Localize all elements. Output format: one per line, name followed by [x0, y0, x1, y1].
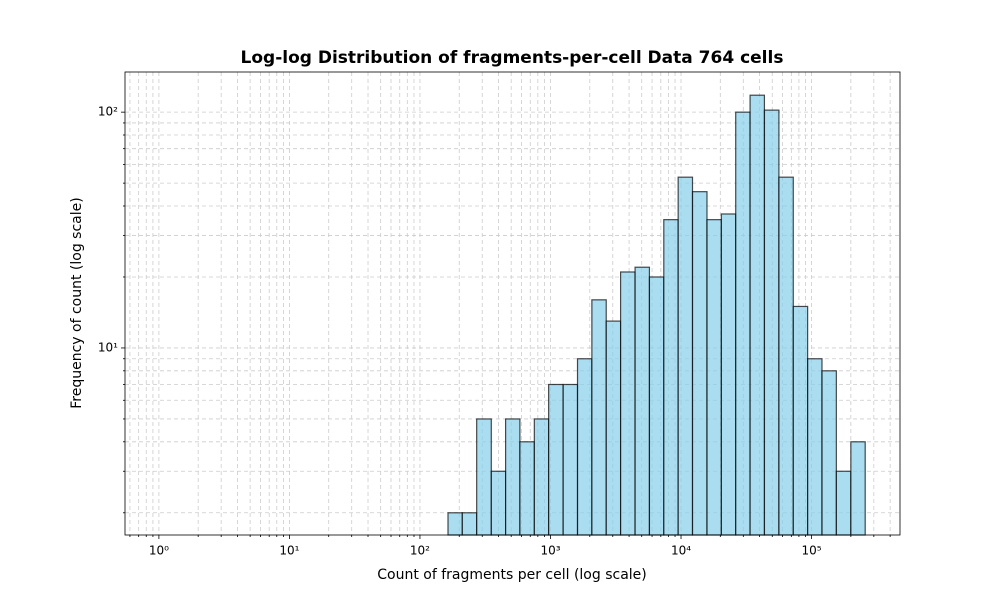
bar	[706, 219, 722, 536]
x-tick-label: 10⁴	[671, 544, 691, 558]
bar	[576, 358, 593, 536]
x-tick-label: 10⁵	[802, 544, 822, 558]
bar	[605, 320, 622, 536]
bar	[619, 271, 636, 536]
bar	[735, 111, 751, 536]
bar	[663, 219, 679, 536]
bar	[504, 418, 521, 536]
y-tick-label: 10¹	[98, 340, 118, 354]
bar	[490, 470, 507, 536]
bar	[778, 176, 794, 536]
bar	[634, 266, 651, 536]
bar	[850, 441, 866, 536]
plot-frame	[124, 71, 901, 536]
bar	[691, 191, 708, 536]
bar	[519, 441, 535, 536]
bar	[476, 418, 492, 536]
x-tick-label: 10⁰	[149, 544, 169, 558]
bar	[562, 383, 579, 536]
x-tick-label: 10²	[410, 544, 430, 558]
bar	[763, 109, 780, 536]
bar	[677, 176, 694, 536]
bar	[447, 512, 463, 536]
x-axis-label: Count of fragments per cell (log scale)	[377, 567, 647, 583]
bar	[648, 276, 665, 536]
x-tick-label: 10³	[540, 544, 560, 558]
bar	[792, 305, 809, 536]
bar	[533, 418, 550, 536]
y-axis-label: Frequency of count (log scale)	[69, 197, 85, 408]
bar	[749, 94, 766, 536]
x-tick-label: 10¹	[279, 544, 299, 558]
y-tick-label: 10²	[98, 105, 118, 119]
bar	[835, 470, 852, 536]
bar	[821, 370, 837, 536]
chart-title: Log-log Distribution of fragments-per-ce…	[241, 48, 784, 68]
bar	[461, 512, 478, 536]
bar	[720, 213, 737, 536]
bar	[548, 383, 564, 536]
bar	[591, 299, 607, 536]
bar	[807, 358, 823, 536]
